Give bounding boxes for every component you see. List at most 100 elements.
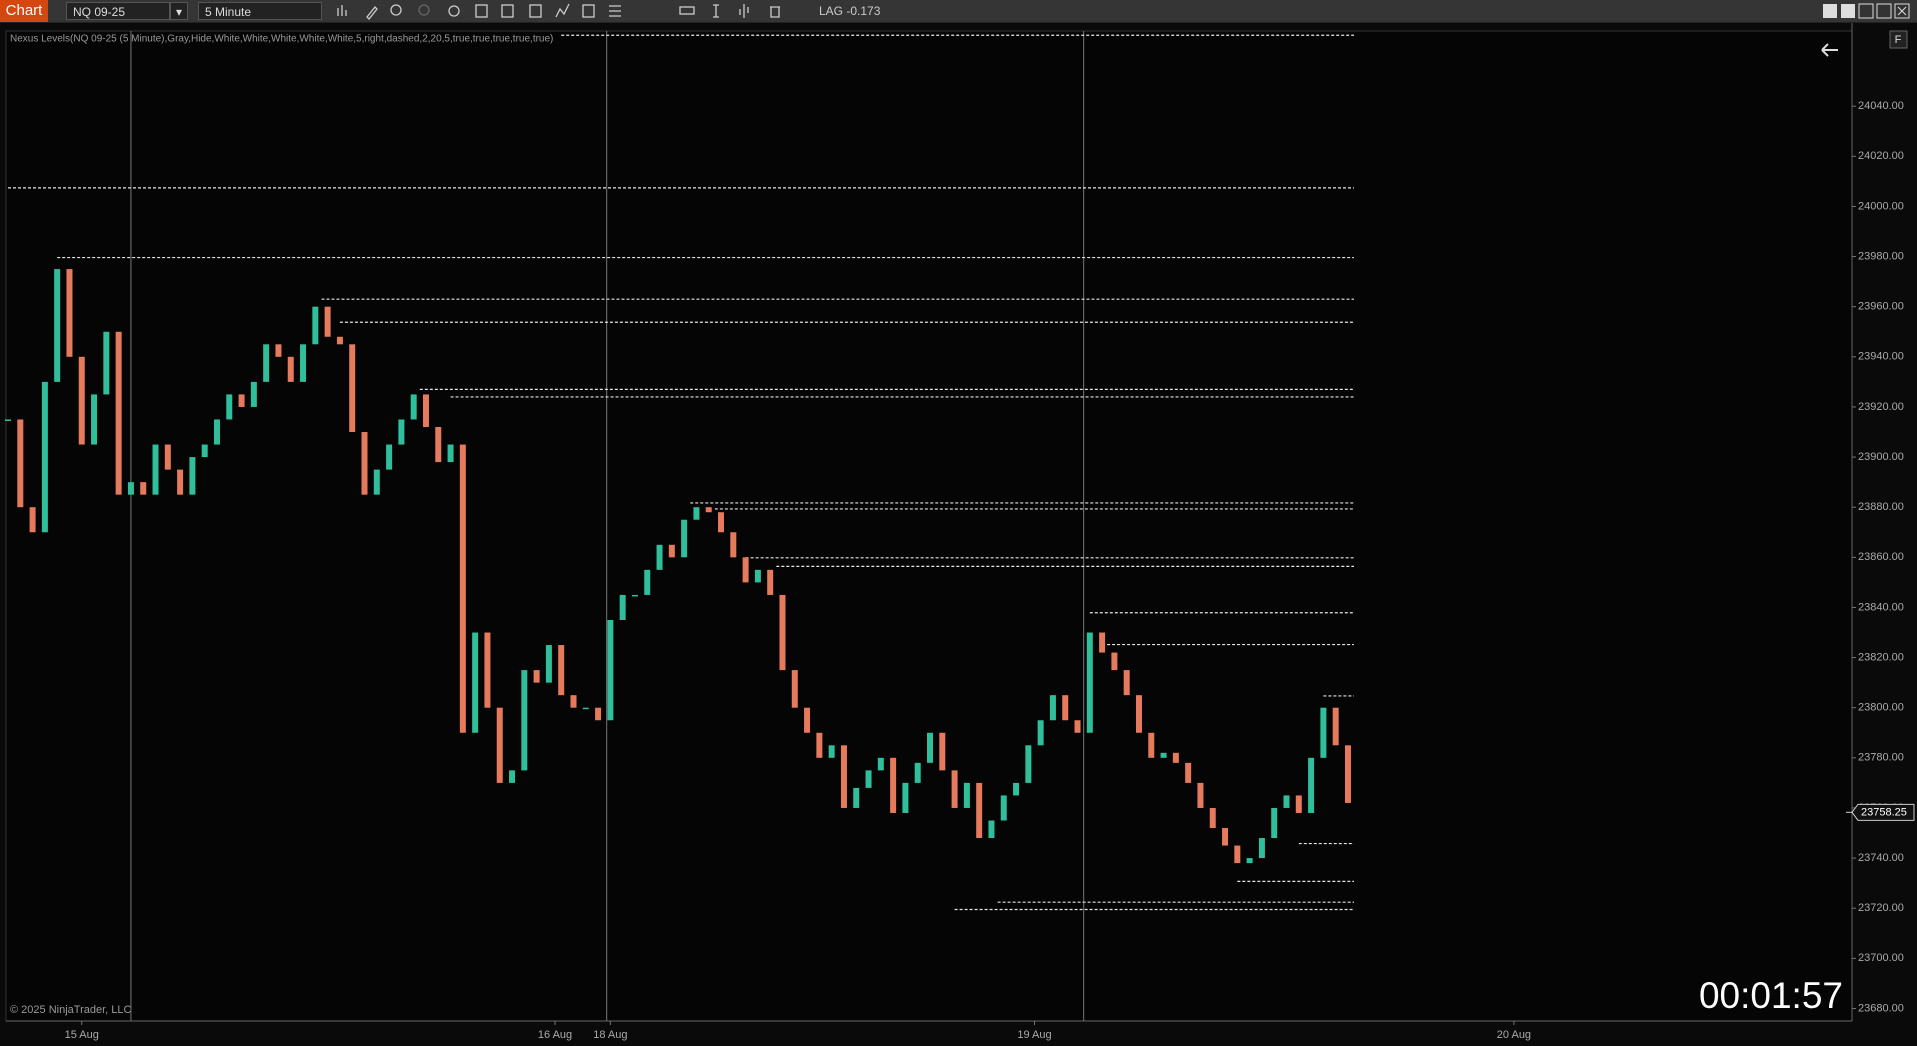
candle	[963, 782, 970, 808]
candle	[631, 594, 638, 597]
y-tick-label: 24020.00	[1858, 150, 1904, 162]
y-tick-label: 23800.00	[1858, 702, 1904, 714]
candle	[718, 512, 725, 533]
candle	[361, 432, 368, 495]
zoom-in-icon[interactable]	[390, 4, 402, 16]
draw-icon[interactable]	[366, 6, 378, 20]
candle	[127, 482, 134, 495]
plot-area	[5, 30, 1853, 1022]
candle	[988, 820, 995, 839]
candle	[533, 670, 540, 683]
properties-icon[interactable]	[475, 4, 488, 18]
candle	[189, 457, 196, 495]
close-icon	[1897, 6, 1907, 16]
candle	[447, 444, 454, 463]
analysis-icon[interactable]	[555, 3, 570, 18]
y-tick-label: 23780.00	[1858, 752, 1904, 764]
candle	[644, 569, 651, 595]
bars-icon[interactable]	[337, 5, 347, 16]
candle	[152, 444, 159, 495]
candle	[1160, 752, 1167, 758]
window-tile[interactable]	[1823, 4, 1837, 18]
candle	[656, 544, 663, 570]
candle	[1000, 795, 1007, 821]
candle	[164, 444, 171, 470]
candle	[435, 427, 442, 463]
candle	[386, 444, 393, 470]
candle	[1320, 707, 1327, 758]
calc-icon[interactable]	[582, 4, 595, 18]
instrument-field[interactable]: NQ 09-25	[66, 2, 170, 20]
crosshair-icon[interactable]	[448, 5, 460, 17]
candle	[804, 707, 811, 733]
chart-tab[interactable]: Chart	[0, 0, 48, 22]
candle	[1258, 838, 1265, 859]
zoom-out-icon[interactable]	[418, 4, 430, 16]
candle	[1013, 782, 1020, 796]
f-button-label: F	[1895, 34, 1902, 46]
delete-icon[interactable]	[770, 6, 780, 18]
candle	[54, 269, 61, 382]
candle	[1332, 707, 1339, 746]
bar-spacing-icon[interactable]	[739, 4, 749, 18]
y-tick-label: 23720.00	[1858, 902, 1904, 914]
minimize-button[interactable]	[1858, 3, 1874, 19]
candle	[1099, 632, 1106, 653]
y-tick-label: 23680.00	[1858, 1002, 1904, 1014]
candle	[177, 469, 184, 495]
collapse-arrow[interactable]	[1821, 43, 1838, 57]
candle	[853, 787, 860, 808]
countdown-timer: 00:01:57	[1699, 975, 1843, 1016]
candle	[1308, 757, 1315, 813]
y-tick-label: 23940.00	[1858, 351, 1904, 363]
candle	[1148, 732, 1155, 758]
candle	[349, 344, 356, 433]
y-tick-label: 24040.00	[1858, 100, 1904, 112]
candle	[496, 707, 503, 783]
window-tile-2[interactable]	[1841, 4, 1855, 18]
candle	[213, 419, 220, 445]
candle	[201, 444, 208, 458]
candle	[287, 356, 294, 382]
candle	[1086, 632, 1093, 733]
instrument-dropdown[interactable]: ▾	[170, 2, 188, 20]
candle	[275, 344, 282, 357]
toolbar-icons	[337, 3, 780, 20]
maximize-button[interactable]	[1876, 3, 1892, 19]
candle	[545, 645, 552, 683]
strategies-icon[interactable]	[529, 4, 542, 18]
candle	[754, 569, 761, 583]
candle	[668, 544, 675, 558]
interval-field[interactable]: 5 Minute	[198, 2, 322, 20]
candle	[263, 344, 270, 382]
list-icon[interactable]	[609, 5, 621, 17]
candle	[41, 381, 48, 533]
candle	[1123, 670, 1130, 696]
candle	[1074, 720, 1081, 733]
copyright: © 2025 NinjaTrader, LLC	[10, 1004, 131, 1016]
y-tick-label: 23960.00	[1858, 301, 1904, 313]
y-tick-label: 23860.00	[1858, 551, 1904, 563]
f-button[interactable]	[1889, 30, 1908, 49]
toolbar: Chart NQ 09-25 ▾ 5 Minute LAG -0.173	[0, 0, 1917, 23]
candle	[705, 507, 712, 513]
candle	[1271, 807, 1278, 839]
text-icon[interactable]	[713, 4, 719, 18]
y-tick-label: 23920.00	[1858, 401, 1904, 413]
candle	[1185, 762, 1192, 783]
candle	[1172, 752, 1179, 763]
candle	[607, 619, 614, 721]
candle	[140, 482, 147, 495]
candle	[509, 770, 516, 783]
y-tick-label: 23700.00	[1858, 952, 1904, 964]
indicators-icon[interactable]	[501, 4, 514, 18]
x-tick-label: 19 Aug	[1017, 1029, 1051, 1041]
ruler-icon[interactable]	[679, 6, 695, 15]
candle	[927, 732, 933, 763]
window-controls	[1823, 3, 1910, 19]
candle	[1135, 695, 1142, 733]
candle	[767, 569, 774, 595]
candle	[398, 419, 405, 445]
